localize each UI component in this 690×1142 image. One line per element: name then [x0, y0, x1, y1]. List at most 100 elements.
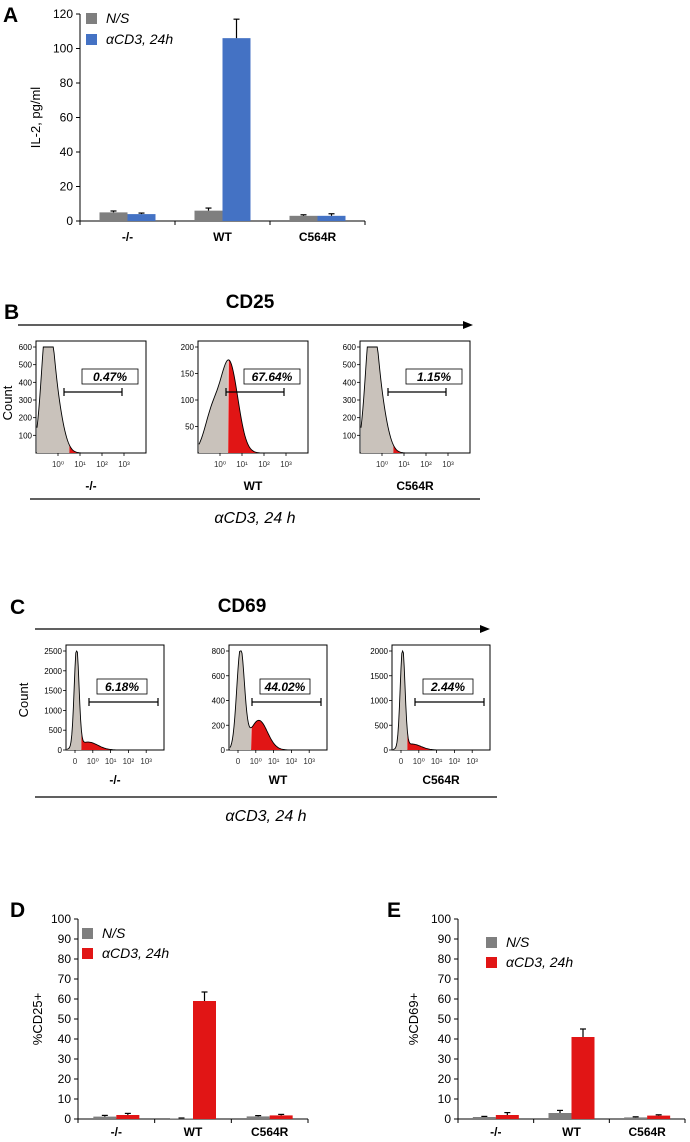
hist-x-tick-label: 10¹	[431, 757, 443, 766]
hist-y-tick-label: 1000	[44, 706, 62, 715]
percent-box	[243, 368, 301, 385]
bar-ns	[548, 1113, 572, 1119]
hist-y-tick-label: 400	[212, 697, 226, 706]
hist-y-tick-label: 0	[384, 746, 389, 755]
x-category-label: C564R	[251, 1125, 289, 1139]
y-tick-label: 0	[64, 1112, 71, 1126]
hist-y-tick-label: 0	[221, 746, 226, 755]
bar-ns	[624, 1117, 648, 1119]
hist-x-tick-label: 10³	[442, 460, 454, 469]
bar-ns	[472, 1117, 496, 1119]
marker-title: CD25	[226, 292, 275, 313]
bar-acd3	[116, 1115, 140, 1119]
x-category-label: WT	[184, 1125, 203, 1139]
y-tick-label: 50	[58, 1012, 72, 1026]
y-tick-label: 70	[58, 972, 72, 986]
hist-y-tick-label: 200	[343, 414, 357, 423]
x-category-label: -/-	[490, 1125, 501, 1139]
percent-box	[259, 678, 311, 695]
y-tick-label: 20	[60, 180, 74, 194]
hist-y-tick-label: 200	[212, 721, 226, 730]
histogram-gated-area	[69, 445, 145, 453]
histogram-gated-area	[228, 359, 307, 453]
histogram-outline	[36, 346, 145, 454]
hist-x-tick-label: 10¹	[236, 460, 248, 469]
hist-x-tick-label: 10³	[280, 460, 292, 469]
hist-y-tick-label: 400	[343, 378, 357, 387]
y-tick-label: 10	[438, 1092, 452, 1106]
y-tick-label: 60	[58, 992, 72, 1006]
panel-a-il2-chart: 0 20 40 60 80 100 120 -/- WT C564R N/S αCD3, 24h IL-…	[28, 7, 366, 244]
legend-swatch	[82, 948, 93, 959]
genotype-label: C564R	[422, 773, 460, 787]
hist-y-tick-label: 500	[343, 361, 357, 370]
stimulation-label: αCD3, 24 h	[214, 510, 295, 527]
y-tick-label: 100	[431, 912, 451, 926]
histogram-gated-area	[81, 730, 163, 750]
histogram-ungated-area	[361, 347, 394, 453]
arrow-head	[463, 321, 473, 329]
y-tick-label: 70	[438, 972, 452, 986]
hist-y-tick-label: 300	[343, 396, 357, 405]
count-axis-label: Count	[16, 682, 31, 717]
histogram-outline	[66, 650, 163, 751]
hist-y-tick-label: 600	[19, 343, 33, 352]
bar-acd3	[222, 38, 251, 222]
legend-label: αCD3, 24h	[506, 954, 573, 970]
legend-label: N/S	[506, 934, 530, 950]
y-tick-label: 30	[438, 1052, 452, 1066]
hist-x-tick-label: 10⁰	[376, 460, 388, 469]
legend-swatch	[86, 13, 97, 24]
hist-x-tick-label: 10⁰	[87, 757, 99, 766]
hist-x-tick-label: 0	[73, 757, 78, 766]
panel-label-a: A	[3, 4, 18, 27]
y-axis-label: %CD25+	[30, 993, 45, 1045]
panel-label-e: E	[387, 899, 401, 922]
genotype-label: -/-	[109, 773, 120, 787]
bar-acd3	[269, 1115, 293, 1119]
x-category-label: WT	[213, 230, 232, 244]
x-category-label: C564R	[299, 230, 337, 244]
gated-percent-label: 1.15%	[417, 370, 451, 384]
hist-y-tick-label: 600	[343, 343, 357, 352]
hist-x-tick-label: 10²	[96, 460, 108, 469]
hist-x-tick-label: 10⁰	[413, 757, 425, 766]
hist-y-tick-label: 500	[19, 361, 33, 370]
bar-acd3	[647, 1115, 671, 1119]
y-axis-label: IL-2, pg/ml	[28, 87, 43, 149]
bar-acd3	[495, 1115, 519, 1119]
hist-y-tick-label: 200	[19, 414, 33, 423]
panel-e-cd69-bar-chart: 0 10 20 30 40 50 60 70 80 90 100 -/- WT C564R N/S αCD3,…	[406, 912, 686, 1139]
histogram-outline	[198, 359, 307, 454]
gated-percent-label: 2.44%	[430, 680, 465, 694]
gated-percent-label: 6.18%	[105, 680, 139, 694]
legend-label: N/S	[102, 925, 126, 941]
genotype-label: C564R	[396, 479, 434, 493]
percent-box	[96, 678, 148, 695]
legend-label: αCD3, 24h	[106, 31, 173, 47]
hist-x-tick-label: 10³	[466, 757, 478, 766]
legend-swatch	[486, 937, 497, 948]
hist-y-tick-label: 200	[181, 343, 195, 352]
genotype-label: WT	[269, 773, 288, 787]
hist-x-tick-label: 10³	[140, 757, 152, 766]
x-category-label: C564R	[628, 1125, 666, 1139]
panel-label-c: C	[10, 596, 25, 619]
bar-acd3	[193, 1001, 216, 1119]
bar-ns	[93, 1116, 117, 1119]
y-tick-label: 90	[438, 932, 452, 946]
bar-acd3	[127, 214, 156, 221]
percent-box	[405, 368, 463, 385]
bar-ns	[246, 1116, 270, 1119]
hist-y-tick-label: 2000	[44, 667, 62, 676]
hist-x-tick-label: 10²	[420, 460, 432, 469]
hist-y-tick-label: 1000	[370, 697, 388, 706]
hist-y-tick-label: 100	[343, 431, 357, 440]
hist-y-tick-label: 100	[19, 431, 33, 440]
legend-swatch	[86, 34, 97, 45]
y-tick-label: 90	[58, 932, 72, 946]
hist-y-tick-label: 300	[19, 396, 33, 405]
histogram-ungated-area	[393, 651, 408, 750]
hist-x-tick-label: 10⁰	[52, 460, 64, 469]
y-tick-label: 40	[60, 145, 74, 159]
